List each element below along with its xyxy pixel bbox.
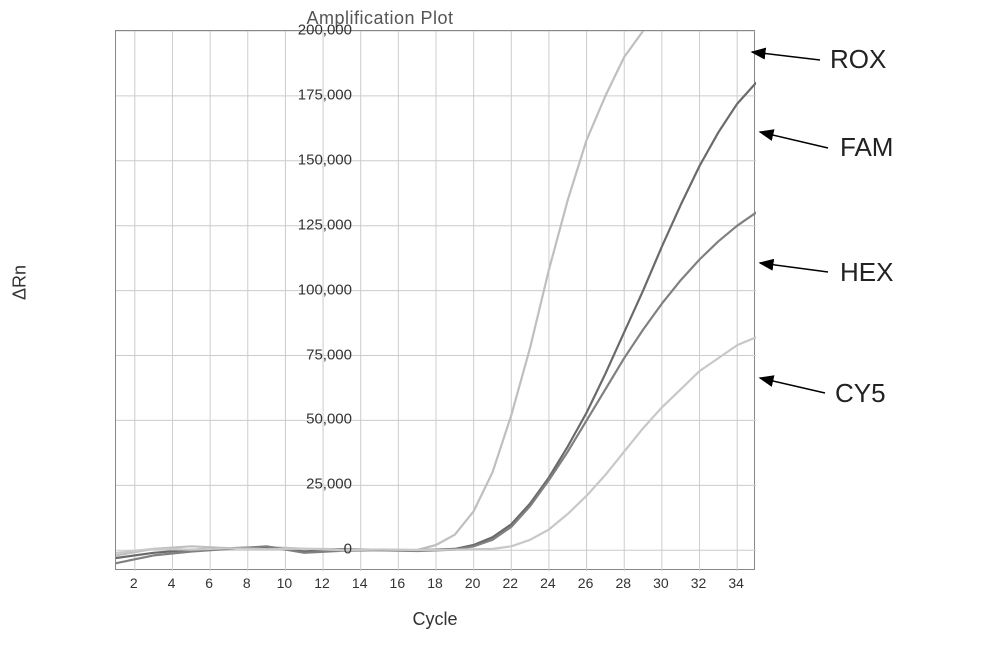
chart-title: Amplification Plot <box>0 8 760 29</box>
x-tick-label: 18 <box>420 575 450 591</box>
plot-svg <box>116 31 756 571</box>
annotation-arrow <box>760 132 828 148</box>
annotation-arrow <box>760 378 825 393</box>
x-tick-label: 8 <box>232 575 262 591</box>
x-tick-label: 22 <box>495 575 525 591</box>
chart-container: Amplification Plot ΔRn Cycle 0 25,000 50,0… <box>0 0 1000 650</box>
y-tick-label: 75,000 <box>272 346 352 363</box>
annotation-label-fam: FAM <box>840 132 893 163</box>
annotation-arrow <box>760 263 828 272</box>
x-tick-label: 26 <box>571 575 601 591</box>
y-tick-label: 175,000 <box>272 86 352 103</box>
x-tick-label: 14 <box>345 575 375 591</box>
y-tick-label: 0 <box>272 541 352 558</box>
y-tick-label: 150,000 <box>272 151 352 168</box>
annotation-arrow <box>752 52 820 60</box>
x-tick-label: 4 <box>156 575 186 591</box>
x-tick-label: 20 <box>458 575 488 591</box>
x-tick-label: 12 <box>307 575 337 591</box>
x-axis-label: Cycle <box>115 609 755 630</box>
y-tick-label: 25,000 <box>272 476 352 493</box>
x-tick-label: 30 <box>646 575 676 591</box>
y-tick-label: 125,000 <box>272 216 352 233</box>
plot-area <box>115 30 755 570</box>
x-tick-label: 2 <box>119 575 149 591</box>
x-tick-label: 6 <box>194 575 224 591</box>
y-tick-label: 50,000 <box>272 411 352 428</box>
y-tick-label: 200,000 <box>272 22 352 39</box>
annotation-label-rox: ROX <box>830 44 886 75</box>
annotation-label-cy5: CY5 <box>835 378 886 409</box>
series-rox <box>116 31 643 555</box>
x-tick-label: 32 <box>684 575 714 591</box>
y-axis-label: ΔRn <box>10 265 31 300</box>
annotation-label-hex: HEX <box>840 257 893 288</box>
y-tick-label: 100,000 <box>272 281 352 298</box>
x-tick-label: 10 <box>269 575 299 591</box>
x-tick-label: 24 <box>533 575 563 591</box>
x-tick-label: 34 <box>721 575 751 591</box>
x-tick-label: 28 <box>608 575 638 591</box>
x-tick-label: 16 <box>382 575 412 591</box>
